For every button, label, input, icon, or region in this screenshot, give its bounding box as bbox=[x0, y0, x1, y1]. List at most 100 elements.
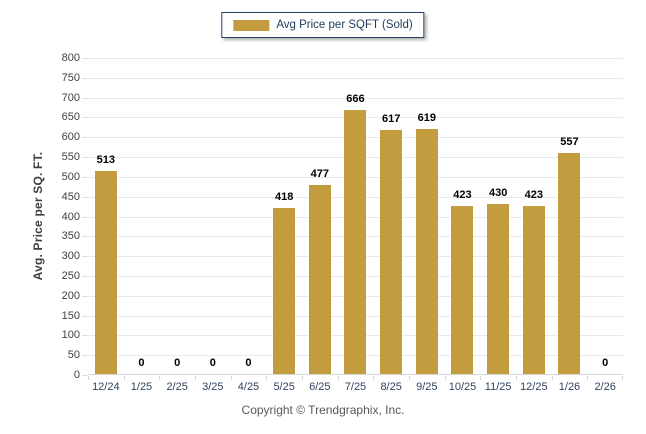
bar-value-label: 477 bbox=[310, 168, 329, 180]
x-tick-mark bbox=[195, 376, 196, 380]
y-tick-label: 550 bbox=[61, 151, 80, 164]
y-tick-label: 100 bbox=[61, 329, 80, 342]
copyright-text: Copyright © Trendgraphix, Inc. bbox=[241, 403, 405, 417]
y-tick-mark bbox=[82, 315, 88, 317]
bar-slot: 418 bbox=[266, 58, 302, 374]
legend-box: Avg Price per SQFT (Sold) bbox=[221, 12, 425, 38]
bar-value-label: 0 bbox=[209, 357, 216, 369]
gridline bbox=[88, 77, 623, 79]
y-tick-label: 350 bbox=[61, 230, 80, 243]
y-tick-mark bbox=[82, 216, 88, 218]
x-tick-label: 12/24 bbox=[92, 381, 120, 393]
bar bbox=[451, 206, 474, 374]
x-tick-label: 1/26 bbox=[558, 381, 581, 393]
bar-slot: 0 bbox=[231, 58, 267, 374]
y-tick-mark bbox=[82, 375, 88, 376]
x-tick-label: 7/25 bbox=[344, 381, 367, 393]
bar-slot: 0 bbox=[195, 58, 231, 374]
y-tick-label: 600 bbox=[61, 131, 80, 144]
x-tick-mark bbox=[516, 376, 517, 380]
legend-label: Avg Price per SQFT (Sold) bbox=[276, 19, 413, 31]
y-tick-label: 150 bbox=[61, 309, 80, 322]
bar-value-label: 418 bbox=[274, 191, 294, 204]
bar-slot: 0 bbox=[587, 58, 623, 374]
y-tick-label: 750 bbox=[61, 71, 80, 84]
y-tick-label: 200 bbox=[61, 289, 80, 302]
x-tick-label: 5/25 bbox=[273, 381, 295, 393]
bar bbox=[308, 185, 331, 374]
y-tick-mark bbox=[82, 236, 88, 238]
y-axis-tick-labels: 0 50 100 150 200 250 300 350 400 450 500 550 600 650 7… bbox=[40, 52, 80, 381]
bar-value-label: 0 bbox=[174, 357, 181, 369]
plot-area: 513 0 0 0 0 418 477 666 617 619 423 430 423 557 0 bbox=[88, 58, 623, 375]
x-tick-mark bbox=[444, 376, 446, 380]
bar-slot: 513 bbox=[88, 58, 124, 374]
y-tick-label: 300 bbox=[61, 250, 80, 263]
x-tick-label: 10/25 bbox=[448, 381, 477, 393]
bar-slot: 619 bbox=[409, 58, 445, 374]
bar-slot: 557 bbox=[552, 58, 588, 374]
y-tick-label: 650 bbox=[61, 111, 80, 124]
y-tick-label: 500 bbox=[61, 170, 80, 183]
x-tick-label: 2/26 bbox=[594, 381, 616, 393]
y-tick-label: 800 bbox=[61, 52, 80, 64]
y-tick-label: 0 bbox=[73, 369, 80, 381]
y-tick-mark bbox=[82, 196, 88, 198]
y-tick-mark bbox=[82, 117, 88, 119]
bar-value-label: 423 bbox=[453, 189, 472, 202]
bar bbox=[94, 170, 117, 374]
y-tick-label: 400 bbox=[61, 210, 80, 223]
x-tick-label: 12/25 bbox=[520, 381, 548, 393]
y-tick-label: 700 bbox=[61, 91, 80, 104]
y-tick-mark bbox=[82, 295, 88, 297]
bar-slot: 617 bbox=[373, 58, 409, 374]
bar-slot: 423 bbox=[516, 58, 552, 374]
y-tick-mark bbox=[82, 77, 88, 79]
y-tick-mark bbox=[82, 137, 88, 139]
x-tick-mark bbox=[230, 376, 232, 380]
y-tick-label: 50 bbox=[67, 349, 80, 362]
bar bbox=[273, 208, 296, 374]
bar bbox=[415, 128, 438, 374]
bar-slot: 0 bbox=[159, 58, 195, 374]
x-tick-mark bbox=[123, 376, 125, 380]
y-tick-mark bbox=[82, 97, 88, 99]
y-tick-mark bbox=[82, 58, 88, 59]
x-tick-mark bbox=[551, 376, 553, 380]
bar-value-label: 617 bbox=[381, 112, 401, 125]
bar bbox=[522, 206, 545, 374]
x-tick-label: 1/25 bbox=[130, 381, 153, 393]
y-axis-tick-marks bbox=[82, 58, 88, 376]
y-tick-mark bbox=[82, 355, 88, 357]
x-tick-mark bbox=[622, 376, 623, 380]
y-tick-mark bbox=[82, 335, 88, 337]
y-tick-mark bbox=[82, 176, 88, 178]
x-tick-label: 3/25 bbox=[202, 381, 224, 393]
bar bbox=[558, 153, 581, 374]
bar-value-label: 0 bbox=[245, 357, 252, 369]
x-tick-mark bbox=[409, 376, 410, 380]
x-tick-label: 6/25 bbox=[309, 381, 331, 393]
y-tick-mark bbox=[82, 256, 88, 258]
x-tick-label: 9/25 bbox=[416, 381, 438, 393]
x-tick-label: 2/25 bbox=[166, 381, 188, 393]
y-tick-mark bbox=[82, 157, 88, 159]
x-tick-mark bbox=[480, 376, 482, 380]
bar bbox=[487, 203, 510, 374]
y-tick-label: 250 bbox=[61, 269, 80, 282]
bar-slot: 0 bbox=[124, 58, 160, 374]
bar-value-label: 423 bbox=[524, 189, 543, 202]
x-axis-tick-labels: 12/24 1/25 2/25 3/25 4/25 5/25 6/25 7/25 8/25 9/2… bbox=[88, 381, 623, 395]
gridline bbox=[88, 97, 623, 99]
bar-slot: 430 bbox=[480, 58, 516, 374]
x-tick-mark bbox=[159, 376, 161, 380]
bar bbox=[344, 110, 367, 374]
bar-value-label: 619 bbox=[417, 111, 436, 124]
bar-value-label: 557 bbox=[560, 136, 579, 149]
y-tick-label: 450 bbox=[61, 190, 80, 203]
y-tick-mark bbox=[82, 275, 88, 277]
bar-slot: 477 bbox=[302, 58, 338, 374]
x-tick-mark bbox=[88, 376, 89, 380]
gridline bbox=[88, 58, 623, 59]
